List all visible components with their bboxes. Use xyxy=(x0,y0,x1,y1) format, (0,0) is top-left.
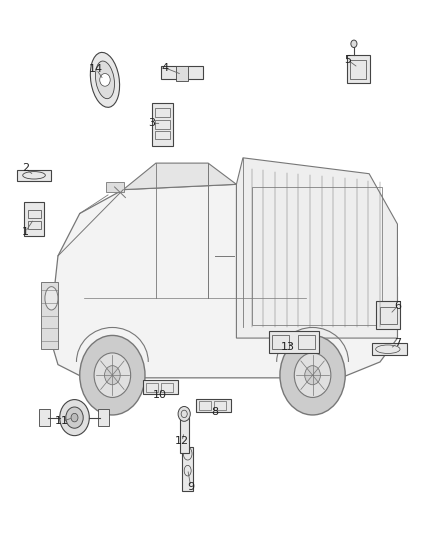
Bar xyxy=(372,343,406,355)
Bar xyxy=(161,383,173,392)
Text: 4: 4 xyxy=(161,63,168,72)
Bar xyxy=(268,330,319,353)
Ellipse shape xyxy=(45,287,58,310)
Bar xyxy=(347,55,370,83)
Circle shape xyxy=(280,335,345,415)
Text: 5: 5 xyxy=(344,55,351,64)
Polygon shape xyxy=(49,184,397,378)
Text: 2: 2 xyxy=(22,164,29,173)
Ellipse shape xyxy=(90,52,120,107)
Circle shape xyxy=(351,40,357,47)
Bar xyxy=(180,417,188,453)
Ellipse shape xyxy=(95,61,114,99)
Text: 9: 9 xyxy=(187,481,194,491)
Bar xyxy=(155,109,170,117)
Bar xyxy=(152,103,173,146)
Text: 1: 1 xyxy=(22,227,29,237)
Bar xyxy=(98,409,110,426)
Bar xyxy=(252,187,382,325)
Bar xyxy=(196,399,231,413)
Circle shape xyxy=(60,400,89,435)
Circle shape xyxy=(94,353,131,398)
Bar xyxy=(28,221,41,229)
Text: 6: 6 xyxy=(394,301,401,311)
Bar xyxy=(28,210,41,217)
Circle shape xyxy=(80,335,145,415)
Bar xyxy=(199,401,211,410)
Bar xyxy=(155,131,170,139)
Bar xyxy=(272,335,289,349)
Circle shape xyxy=(178,407,190,421)
Polygon shape xyxy=(237,158,397,338)
Text: 8: 8 xyxy=(211,407,218,417)
Polygon shape xyxy=(123,163,237,190)
Text: 14: 14 xyxy=(89,64,103,74)
Bar xyxy=(298,335,315,349)
Bar xyxy=(161,66,203,79)
Bar xyxy=(381,307,396,324)
Bar xyxy=(143,381,178,394)
Bar xyxy=(41,282,58,349)
Text: 11: 11 xyxy=(55,416,69,426)
Bar xyxy=(106,182,124,192)
Text: 7: 7 xyxy=(394,338,401,349)
Bar xyxy=(18,170,50,181)
Bar xyxy=(176,66,188,82)
Text: 13: 13 xyxy=(281,342,295,352)
Text: 3: 3 xyxy=(148,118,155,128)
Circle shape xyxy=(71,414,78,422)
Bar xyxy=(39,409,50,426)
Text: 12: 12 xyxy=(175,437,189,447)
Circle shape xyxy=(66,407,83,428)
Bar xyxy=(155,120,170,128)
Bar xyxy=(214,401,226,410)
Text: 10: 10 xyxy=(153,390,167,400)
Circle shape xyxy=(305,366,321,385)
Bar xyxy=(183,447,193,491)
Circle shape xyxy=(105,366,120,385)
Bar xyxy=(146,383,158,392)
Bar xyxy=(350,60,366,79)
Bar xyxy=(376,302,400,329)
Circle shape xyxy=(100,74,110,86)
Bar xyxy=(25,202,44,236)
Circle shape xyxy=(294,353,331,398)
